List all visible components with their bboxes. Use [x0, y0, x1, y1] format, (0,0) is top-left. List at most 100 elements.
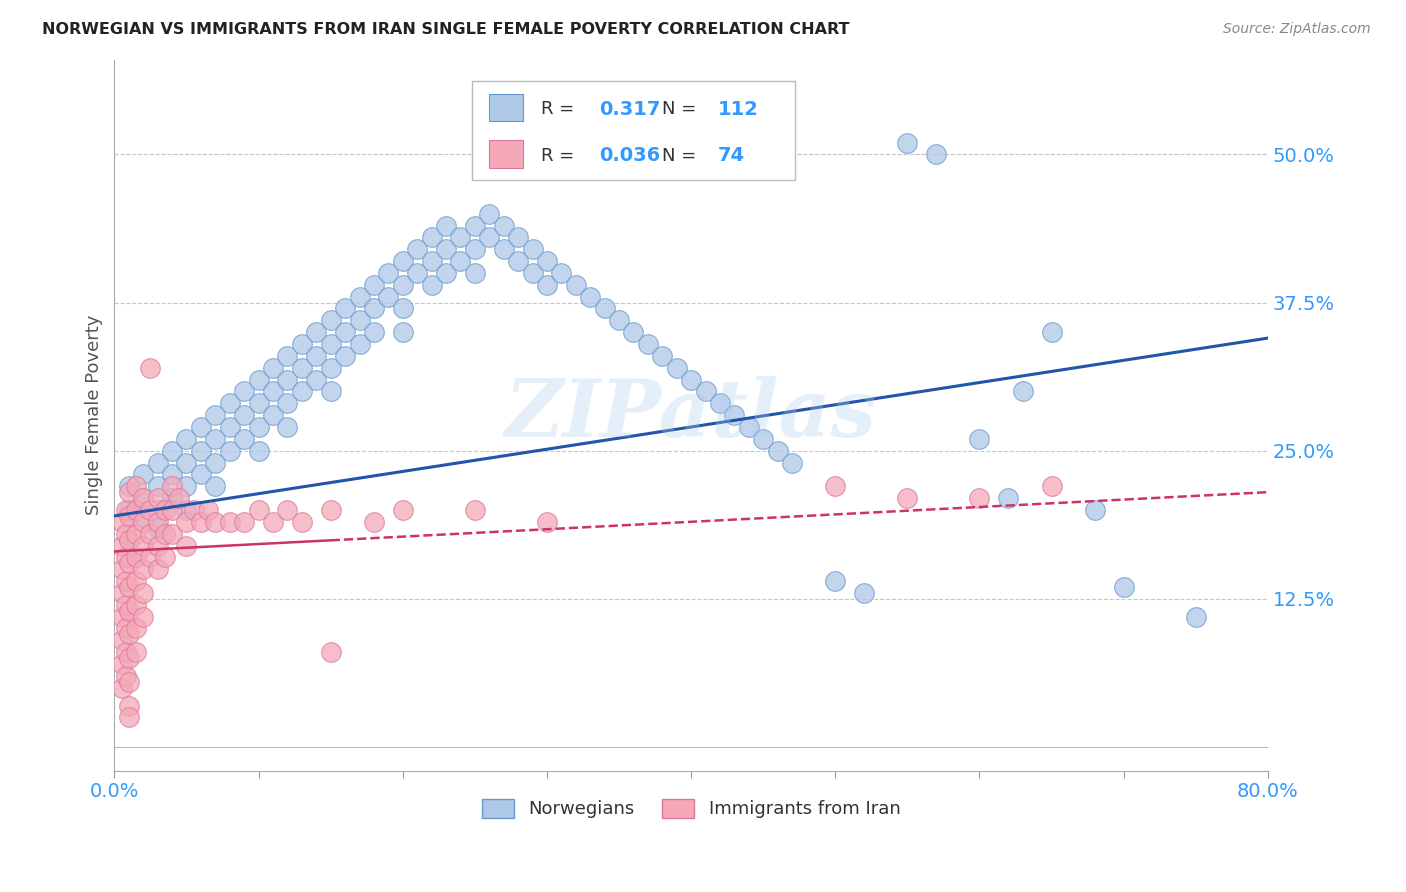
Point [420, 230, 443, 244]
Point [118, 580, 141, 594]
Point [969, 432, 991, 446]
Point [651, 349, 673, 363]
FancyBboxPatch shape [489, 140, 523, 168]
Point [176, 456, 198, 470]
Point [247, 443, 270, 458]
Text: R =: R = [541, 146, 581, 165]
Text: 0.317: 0.317 [599, 100, 661, 119]
Point [153, 526, 176, 541]
Point [363, 325, 385, 339]
Point [176, 503, 198, 517]
Point [115, 574, 138, 588]
Point [146, 479, 169, 493]
Legend: Norwegians, Immigrants from Iran: Norwegians, Immigrants from Iran [474, 792, 908, 826]
Point [139, 526, 162, 541]
Point [160, 467, 183, 482]
Point [506, 230, 529, 244]
Point [115, 669, 138, 683]
Point [247, 503, 270, 517]
Point [420, 254, 443, 268]
Point [291, 360, 314, 375]
Point [276, 503, 298, 517]
Point [160, 479, 183, 493]
Point [160, 443, 183, 458]
Point [118, 503, 141, 517]
Point [190, 420, 212, 434]
Point [118, 710, 141, 724]
Point [305, 373, 328, 387]
Point [115, 622, 138, 636]
Point [204, 479, 226, 493]
Point [111, 515, 134, 529]
Point [115, 526, 138, 541]
Point [183, 503, 205, 517]
Text: 112: 112 [717, 100, 758, 119]
Point [536, 254, 558, 268]
Text: N =: N = [662, 101, 702, 119]
Point [449, 254, 471, 268]
Point [190, 443, 212, 458]
Point [478, 230, 501, 244]
Point [176, 515, 198, 529]
Point [319, 313, 342, 327]
Point [349, 337, 371, 351]
Point [132, 539, 155, 553]
Point [333, 349, 356, 363]
Point [160, 526, 183, 541]
Point [1040, 479, 1063, 493]
Point [176, 539, 198, 553]
Point [132, 586, 155, 600]
Point [896, 491, 918, 505]
Point [1011, 384, 1033, 399]
Point [204, 432, 226, 446]
Point [125, 574, 148, 588]
Point [132, 515, 155, 529]
Point [391, 325, 413, 339]
Point [218, 396, 240, 410]
Point [169, 491, 191, 505]
Point [111, 681, 134, 695]
Point [593, 301, 616, 316]
Point [132, 562, 155, 576]
Point [752, 432, 775, 446]
Point [464, 503, 486, 517]
Point [824, 479, 846, 493]
Point [291, 515, 314, 529]
Point [333, 325, 356, 339]
Point [1040, 325, 1063, 339]
Point [139, 550, 162, 565]
Point [176, 432, 198, 446]
Point [637, 337, 659, 351]
Point [125, 598, 148, 612]
Point [118, 556, 141, 570]
Point [262, 515, 284, 529]
Point [550, 266, 572, 280]
Point [377, 290, 399, 304]
Point [925, 147, 948, 161]
Point [349, 290, 371, 304]
Point [623, 325, 645, 339]
Point [406, 242, 429, 256]
Point [363, 301, 385, 316]
Point [276, 349, 298, 363]
Point [522, 242, 544, 256]
Point [125, 645, 148, 659]
Text: N =: N = [662, 146, 702, 165]
Point [218, 443, 240, 458]
Y-axis label: Single Female Poverty: Single Female Poverty [86, 315, 103, 516]
Point [377, 266, 399, 280]
Point [305, 349, 328, 363]
Point [118, 698, 141, 713]
Point [333, 301, 356, 316]
Point [125, 550, 148, 565]
Point [406, 266, 429, 280]
Point [111, 562, 134, 576]
Point [319, 384, 342, 399]
Point [391, 503, 413, 517]
Point [522, 266, 544, 280]
Point [190, 515, 212, 529]
Point [247, 373, 270, 387]
Point [115, 645, 138, 659]
Point [319, 360, 342, 375]
Point [125, 503, 148, 517]
